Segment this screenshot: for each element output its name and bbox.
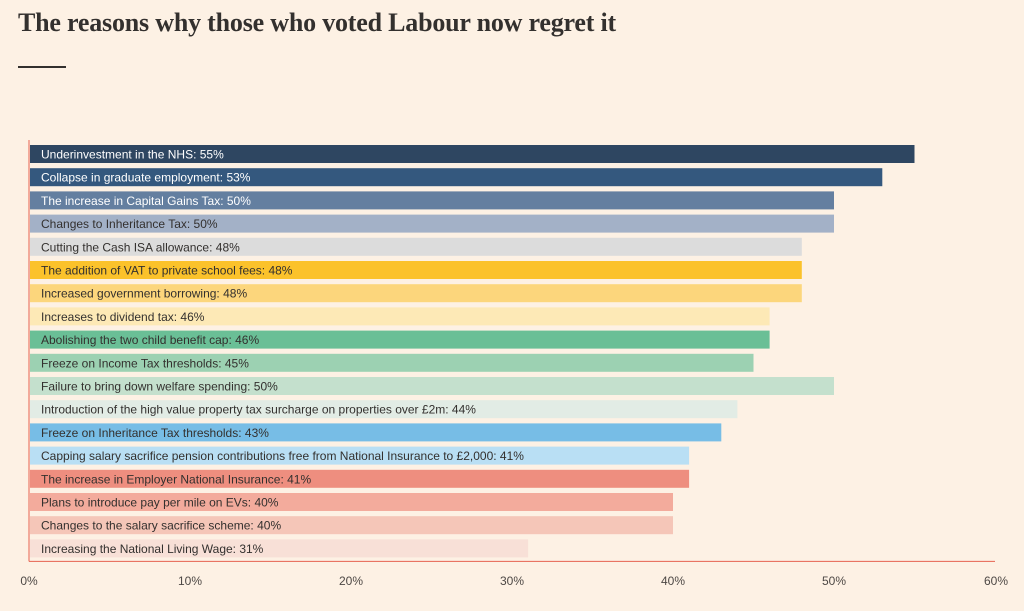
bar-label: The addition of VAT to private school fe… <box>41 264 293 278</box>
x-tick-label: 30% <box>500 574 524 588</box>
bar <box>30 214 834 233</box>
bar-label: Freeze on Inheritance Tax thresholds: 43… <box>41 426 269 440</box>
bar <box>30 516 673 535</box>
bar <box>30 469 690 488</box>
bar-label: Changes to Inheritance Tax: 50% <box>41 217 218 231</box>
bar <box>30 423 722 442</box>
bar <box>30 237 802 256</box>
bar-label: Cutting the Cash ISA allowance: 48% <box>41 240 240 254</box>
x-tick-label: 20% <box>339 574 363 588</box>
bar <box>30 307 770 326</box>
bar-label: Plans to introduce pay per mile on EVs: … <box>41 496 279 510</box>
bar <box>30 261 802 279</box>
bar-label: Changes to the salary sacrifice scheme: … <box>41 519 281 533</box>
title-rule <box>18 66 66 68</box>
bar-label: Capping salary sacrifice pension contrib… <box>41 449 524 463</box>
bar <box>30 377 834 395</box>
bar-label: The increase in Capital Gains Tax: 50% <box>41 194 251 208</box>
chart-title: The reasons why those who voted Labour n… <box>18 8 616 37</box>
bar <box>30 400 738 419</box>
bar-label: Freeze on Income Tax thresholds: 45% <box>41 356 249 370</box>
bar-label: Underinvestment in the NHS: 55% <box>41 148 224 162</box>
x-tick-label: 10% <box>178 574 202 588</box>
x-tick-label: 50% <box>822 574 846 588</box>
bar-label: Collapse in graduate employment: 53% <box>41 171 251 185</box>
bar-label: Abolishing the two child benefit cap: 46… <box>41 333 259 347</box>
bar <box>30 353 754 372</box>
bar-label: The increase in Employer National Insura… <box>41 472 311 486</box>
bar-label: Introduction of the high value property … <box>41 403 476 417</box>
x-tick-label: 0% <box>20 574 38 588</box>
bar-label: Failure to bring down welfare spending: … <box>41 380 278 394</box>
bar-label: Increases to dividend tax: 46% <box>41 310 205 324</box>
bar <box>30 168 883 187</box>
bar <box>30 446 690 465</box>
bar-label: Increased government borrowing: 48% <box>41 287 247 301</box>
bar <box>30 493 673 511</box>
bar <box>30 330 770 349</box>
bar <box>30 145 915 163</box>
bar <box>30 539 529 558</box>
bar <box>30 191 834 210</box>
x-tick-label: 60% <box>984 574 1008 588</box>
bar <box>30 284 802 303</box>
bar-label: Increasing the National Living Wage: 31% <box>41 542 264 556</box>
x-tick-label: 40% <box>661 574 685 588</box>
